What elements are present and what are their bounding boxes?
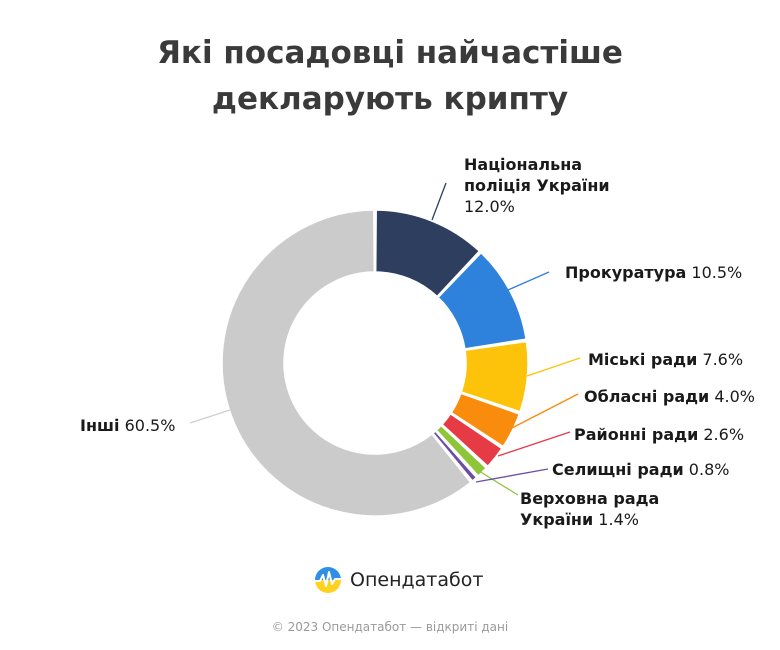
label-value: 7.6% — [702, 350, 744, 369]
label-city-councils: Міські ради 7.6% — [588, 349, 743, 370]
footer-copyright: © 2023 Опендатабот — відкриті дані — [271, 620, 509, 634]
label-value: 1.4% — [598, 510, 639, 529]
leader-line-district-councils — [497, 431, 571, 457]
label-verkhovna-rada: Верховна рада України 1.4% — [520, 488, 659, 530]
slice-prosecution[interactable] — [437, 252, 527, 350]
label-name: Селищні ради — [552, 460, 684, 479]
label-name: Районні ради — [574, 425, 699, 444]
label-name: Інші — [80, 416, 120, 435]
chart-title-line-1: Які посадовці найчастіше — [157, 35, 623, 71]
label-name-line: України — [520, 510, 594, 529]
label-value: 4.0% — [714, 387, 756, 406]
chart-title-line-2: декларують крипту — [211, 81, 569, 117]
label-value: 0.8% — [688, 460, 730, 479]
label-district-councils: Районні ради 2.6% — [574, 424, 744, 445]
leader-line-oblast-councils — [511, 393, 579, 429]
label-name-value-line: України 1.4% — [520, 509, 659, 530]
label-name-line: поліція України — [464, 176, 610, 195]
leader-line-verkhovna-rada — [478, 470, 519, 496]
label-name: Прокуратура — [565, 263, 687, 282]
slice-verkhovna-rada[interactable] — [435, 424, 487, 477]
slice-village-councils[interactable] — [432, 430, 478, 482]
brand-logo[interactable]: Опендатабот — [314, 565, 483, 595]
chart-title: Які посадовці найчастіше декларують крип… — [0, 30, 780, 122]
label-name-line: Верховна рада — [520, 489, 660, 508]
label-value: 12.0% — [464, 197, 515, 216]
leader-line-village-councils — [475, 468, 549, 483]
slice-others[interactable] — [221, 209, 472, 517]
label-village-councils: Селищні ради 0.8% — [552, 459, 729, 480]
label-name: Обласні ради — [584, 387, 710, 406]
label-value: 60.5% — [124, 416, 176, 435]
label-national-police: Національна поліція України 12.0% — [464, 154, 610, 217]
slice-district-councils[interactable] — [441, 413, 503, 468]
leader-line-others — [189, 409, 231, 424]
leader-line-national-police — [431, 182, 447, 221]
opendatabot-icon — [315, 567, 341, 593]
label-oblast-councils: Обласні ради 4.0% — [584, 386, 755, 407]
label-others: Інші 60.5% — [80, 415, 175, 436]
leader-line-prosecution — [507, 271, 550, 291]
label-name: Міські ради — [588, 350, 698, 369]
brand-name: Опендатабот — [350, 569, 484, 591]
slice-oblast-councils[interactable] — [450, 392, 521, 448]
slice-national-police[interactable] — [374, 209, 481, 298]
label-name-line: Національна — [464, 155, 583, 174]
leader-line-city-councils — [526, 357, 581, 377]
slice-city-councils[interactable] — [460, 340, 529, 413]
label-prosecution: Прокуратура 10.5% — [565, 262, 742, 283]
label-value: 10.5% — [691, 263, 743, 282]
label-value: 2.6% — [703, 425, 745, 444]
